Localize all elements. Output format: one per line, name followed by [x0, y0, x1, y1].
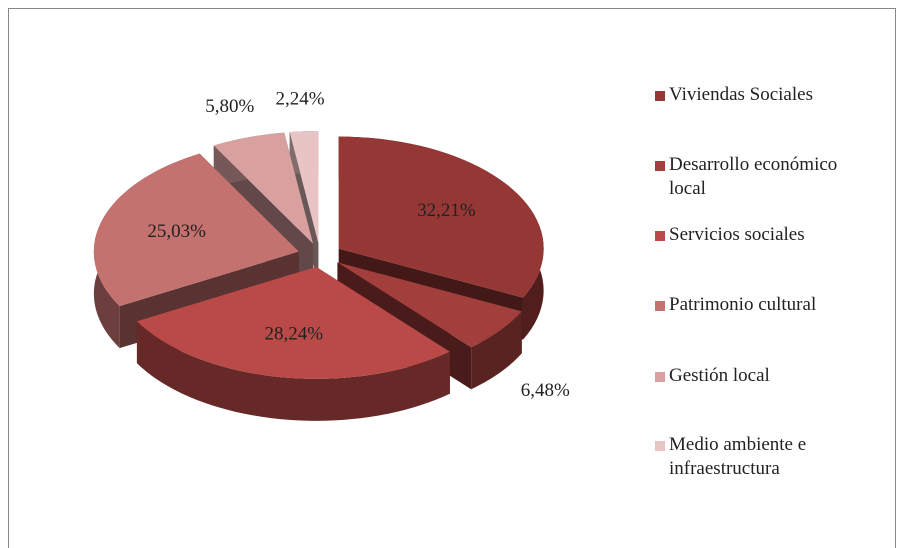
slice-side: [471, 311, 522, 390]
slice: [337, 262, 522, 348]
data-label: 2,24%: [275, 88, 324, 109]
legend-item: Servicios sociales: [655, 223, 869, 247]
slice: [289, 131, 319, 244]
legend-label: Medio ambiente e infraestructura: [669, 434, 807, 479]
legend-swatch: [655, 231, 665, 241]
slice-side: [136, 321, 450, 421]
legend-label: Patrimonio cultural: [669, 294, 817, 315]
legend-item: Viviendas Sociales: [655, 83, 869, 107]
legend-item: Gestión local: [655, 364, 869, 388]
legend-label: Gestión local: [669, 365, 770, 386]
legend-swatch: [655, 161, 665, 171]
chart-frame: [8, 8, 896, 548]
legend-label: Servicios sociales: [669, 224, 805, 245]
legend-item: Patrimonio cultural: [655, 293, 869, 317]
data-label: 28,24%: [265, 324, 324, 345]
legend-swatch: [655, 301, 665, 311]
data-label: 32,21%: [417, 200, 476, 221]
slice: [213, 132, 314, 244]
slice: [136, 266, 450, 379]
slice: [93, 153, 299, 307]
legend-swatch: [655, 91, 665, 101]
data-label: 6,48%: [521, 380, 570, 401]
slice: [338, 136, 544, 298]
legend-swatch: [655, 372, 665, 382]
legend-swatch: [655, 441, 665, 451]
legend-item: Desarrollo económico local: [655, 153, 869, 201]
legend-item: Medio ambiente e infraestructura: [655, 433, 869, 481]
legend-label: Desarrollo económico local: [669, 154, 838, 199]
data-label: 5,80%: [205, 96, 254, 117]
data-label: 25,03%: [147, 221, 206, 242]
legend-label: Viviendas Sociales: [669, 84, 813, 105]
